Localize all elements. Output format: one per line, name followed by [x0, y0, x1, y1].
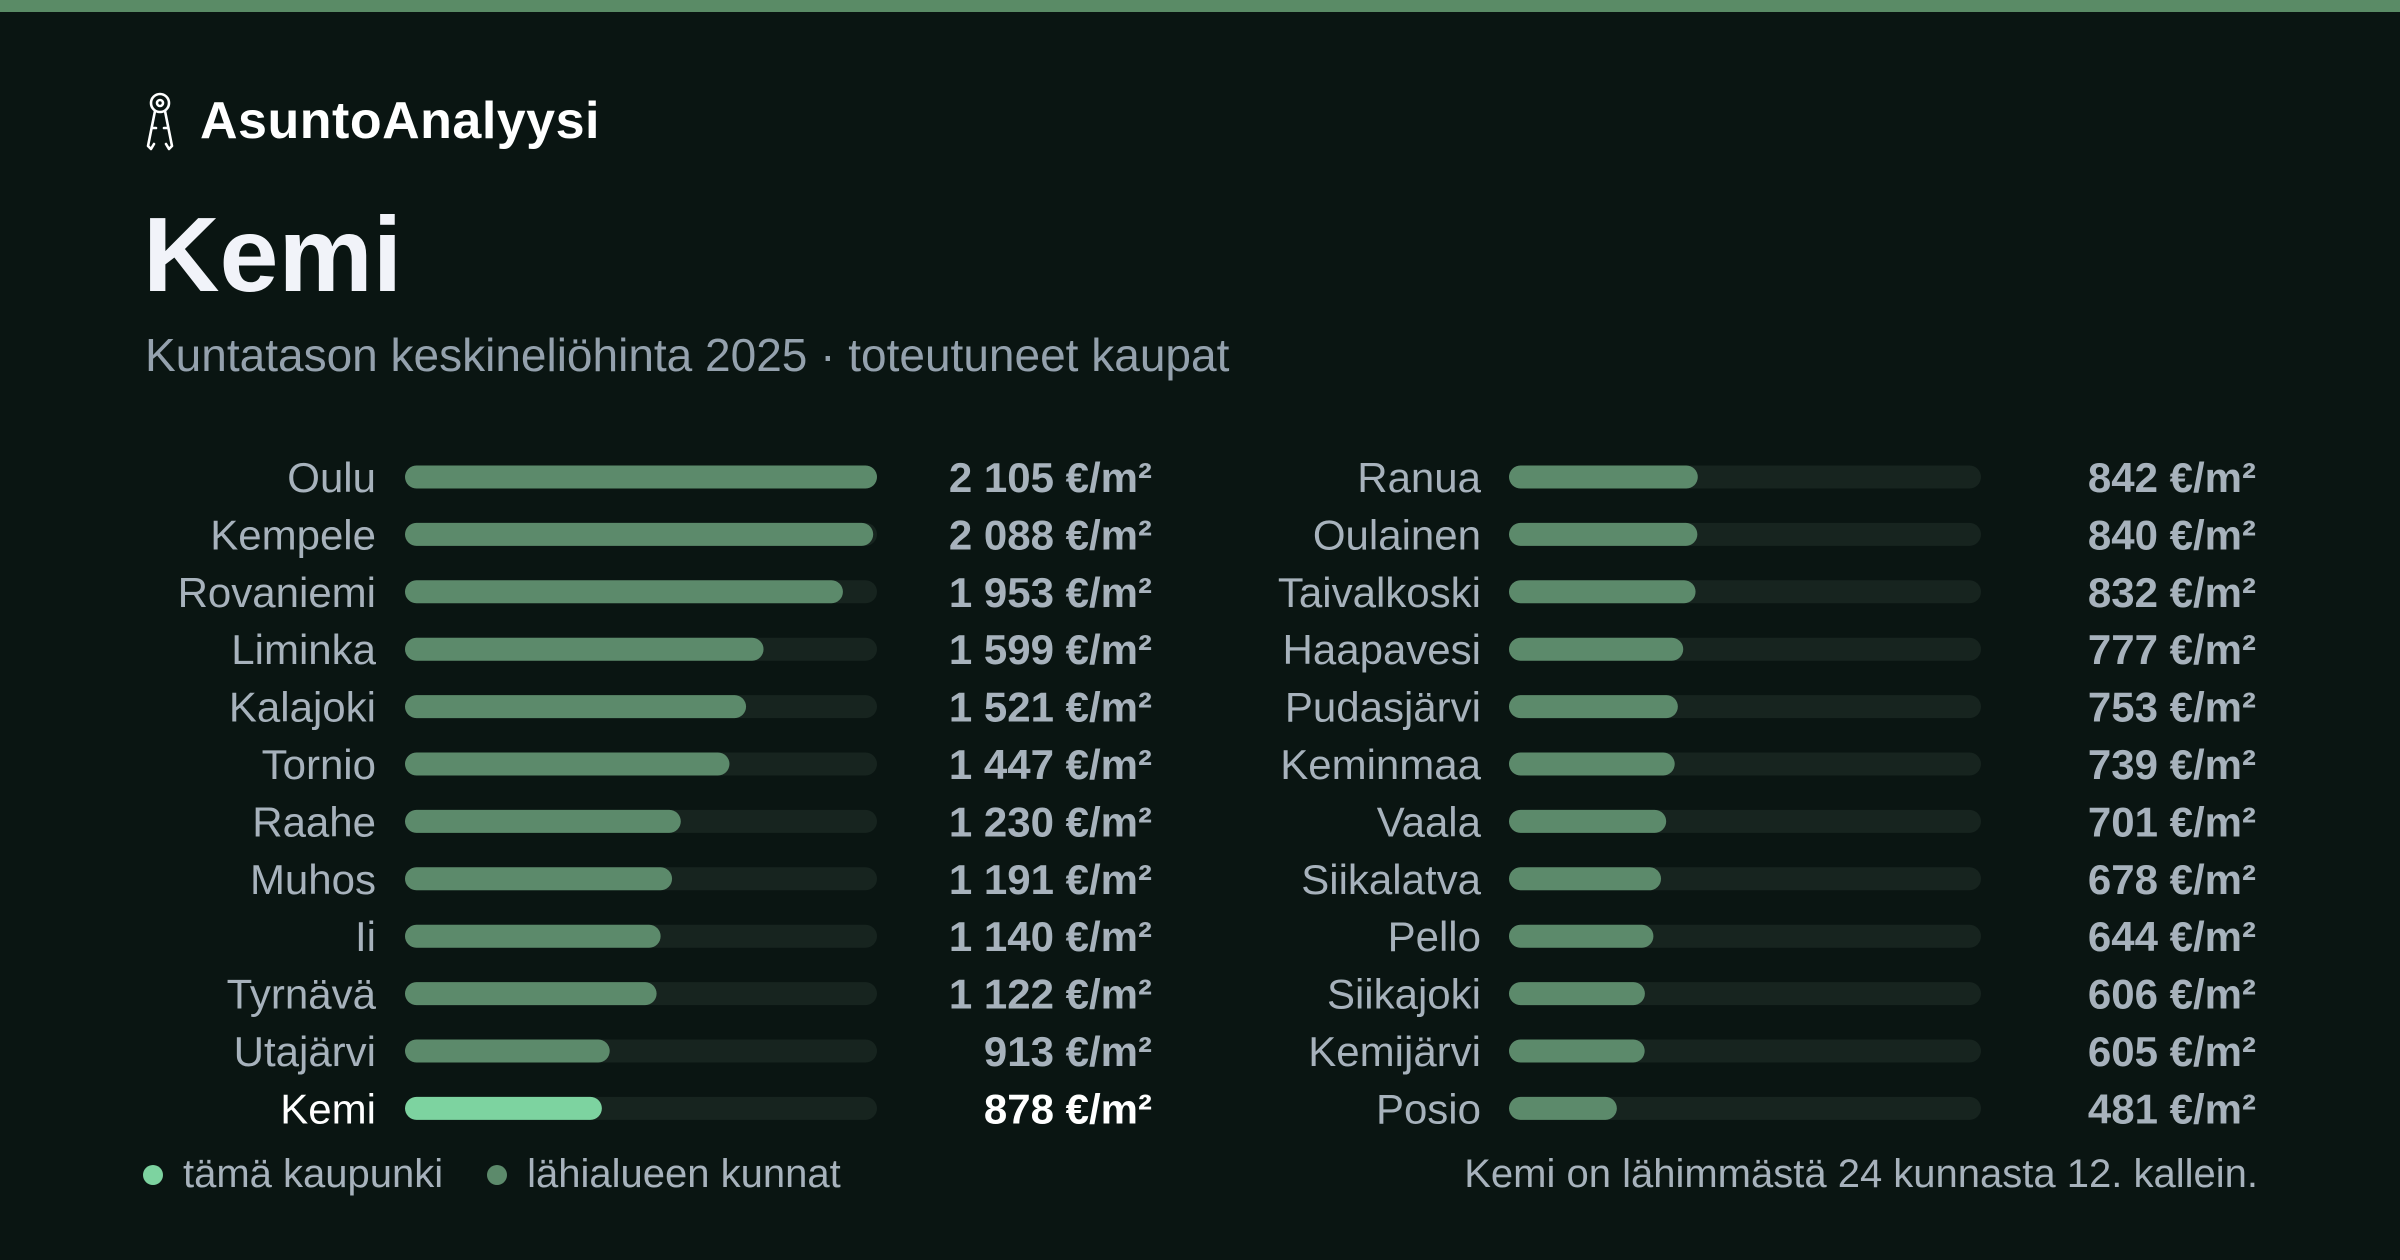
value-label-siikajoki: 606 €/m² — [2088, 971, 2256, 1018]
category-label-kemi: Kemi — [280, 1085, 376, 1132]
category-label-ii: Ii — [355, 913, 376, 960]
bar-tornio — [405, 752, 730, 776]
value-label-tornio: 1 447 €/m² — [949, 741, 1152, 788]
bar-ii — [405, 924, 661, 948]
category-label-pello: Pello — [1388, 913, 1481, 960]
bar-kempele — [405, 522, 874, 546]
bar-track-posio — [1509, 1096, 1981, 1120]
bar-posio — [1509, 1096, 1617, 1120]
keys-icon — [146, 92, 174, 151]
category-label-keminmaa: Keminmaa — [1280, 741, 1481, 788]
top-accent-bar — [0, 0, 2400, 12]
bar-kemi — [405, 1096, 602, 1120]
legend-swatch-this-city — [143, 1164, 163, 1185]
bar-vaala — [1509, 809, 1667, 833]
value-label-raahe: 1 230 €/m² — [949, 798, 1152, 845]
category-label-taivalkoski: Taivalkoski — [1278, 569, 1481, 616]
category-label-pudasjarvi: Pudasjärvi — [1285, 684, 1481, 731]
category-label-tornio: Tornio — [262, 741, 376, 788]
category-label-posio: Posio — [1376, 1085, 1481, 1132]
value-label-kemijarvi: 605 €/m² — [2088, 1028, 2256, 1075]
category-label-vaala: Vaala — [1377, 798, 1482, 845]
value-label-pello: 644 €/m² — [2088, 913, 2256, 960]
bar-oulu — [405, 465, 877, 489]
page-subtitle: Kuntatason keskineliöhinta 2025 · toteut… — [145, 329, 1230, 381]
value-label-liminka: 1 599 €/m² — [949, 626, 1152, 673]
value-label-taivalkoski: 832 €/m² — [2088, 569, 2256, 616]
legend-item-this-city: tämä kaupunki — [143, 1152, 443, 1197]
category-label-ranua: Ranua — [1357, 454, 1481, 501]
category-label-rovaniemi: Rovaniemi — [178, 569, 376, 616]
value-label-vaala: 701 €/m² — [2088, 798, 2256, 845]
category-label-siikajoki: Siikajoki — [1327, 971, 1481, 1018]
value-label-tyrnava: 1 122 €/m² — [949, 971, 1152, 1018]
category-label-oulu: Oulu — [287, 454, 376, 501]
value-label-keminmaa: 739 €/m² — [2088, 741, 2256, 788]
bar-muhos — [405, 867, 673, 891]
bar-siikalatva — [1509, 867, 1662, 891]
value-label-oulu: 2 105 €/m² — [949, 454, 1152, 501]
category-label-liminka: Liminka — [231, 626, 376, 673]
bar-tyrnava — [405, 982, 657, 1006]
bar-kemijarvi — [1509, 1039, 1645, 1063]
bar-raahe — [405, 809, 681, 833]
category-label-kemijarvi: Kemijärvi — [1308, 1028, 1481, 1075]
value-label-siikalatva: 678 €/m² — [2088, 856, 2256, 903]
value-label-utajarvi: 913 €/m² — [984, 1028, 1152, 1075]
category-label-siikalatva: Siikalatva — [1301, 856, 1481, 903]
value-label-pudasjarvi: 753 €/m² — [2088, 684, 2256, 731]
category-label-kalajoki: Kalajoki — [229, 684, 376, 731]
bar-utajarvi — [405, 1039, 610, 1063]
ranking-note: Kemi on lähimmästä 24 kunnasta 12. kalle… — [1464, 1152, 2258, 1196]
bar-haapavesi — [1509, 637, 1684, 661]
value-label-ranua: 842 €/m² — [2088, 454, 2256, 501]
legend-label-this-city: tämä kaupunki — [183, 1152, 444, 1196]
page-title: Kemi — [143, 196, 403, 314]
bar-siikajoki — [1509, 982, 1645, 1006]
bar-rovaniemi — [405, 580, 843, 604]
legend-swatch-nearby — [487, 1164, 508, 1185]
bar-taivalkoski — [1509, 580, 1696, 604]
value-label-oulainen: 840 €/m² — [2088, 511, 2256, 558]
category-label-haapavesi: Haapavesi — [1283, 626, 1481, 673]
value-label-haapavesi: 777 €/m² — [2088, 626, 2256, 673]
value-label-posio: 481 €/m² — [2088, 1085, 2256, 1132]
legend-item-nearby: lähialueen kunnat — [487, 1152, 841, 1197]
category-label-raahe: Raahe — [252, 798, 376, 845]
bar-liminka — [405, 637, 764, 661]
category-label-utajarvi: Utajärvi — [234, 1028, 376, 1075]
category-label-oulainen: Oulainen — [1313, 511, 1481, 558]
bar-kalajoki — [405, 695, 747, 719]
brand: AsuntoAnalyysi — [140, 88, 600, 154]
category-label-kempele: Kempele — [210, 511, 376, 558]
brand-name: AsuntoAnalyysi — [200, 92, 600, 150]
value-label-kempele: 2 088 €/m² — [949, 511, 1152, 558]
bar-pudasjarvi — [1509, 695, 1678, 719]
bar-pello — [1509, 924, 1654, 948]
category-label-tyrnava: Tyrnävä — [227, 971, 377, 1018]
bar-ranua — [1509, 465, 1698, 489]
category-label-muhos: Muhos — [250, 856, 376, 903]
value-label-ii: 1 140 €/m² — [949, 913, 1152, 960]
chart-legend: tämä kaupunki lähialueen kunnat — [143, 1152, 841, 1197]
value-label-rovaniemi: 1 953 €/m² — [949, 569, 1152, 616]
bar-keminmaa — [1509, 752, 1675, 776]
value-label-kemi: 878 €/m² — [984, 1085, 1152, 1132]
legend-label-nearby: lähialueen kunnat — [527, 1152, 841, 1196]
value-label-muhos: 1 191 €/m² — [949, 856, 1152, 903]
value-label-kalajoki: 1 521 €/m² — [949, 684, 1152, 731]
bar-oulainen — [1509, 522, 1698, 546]
